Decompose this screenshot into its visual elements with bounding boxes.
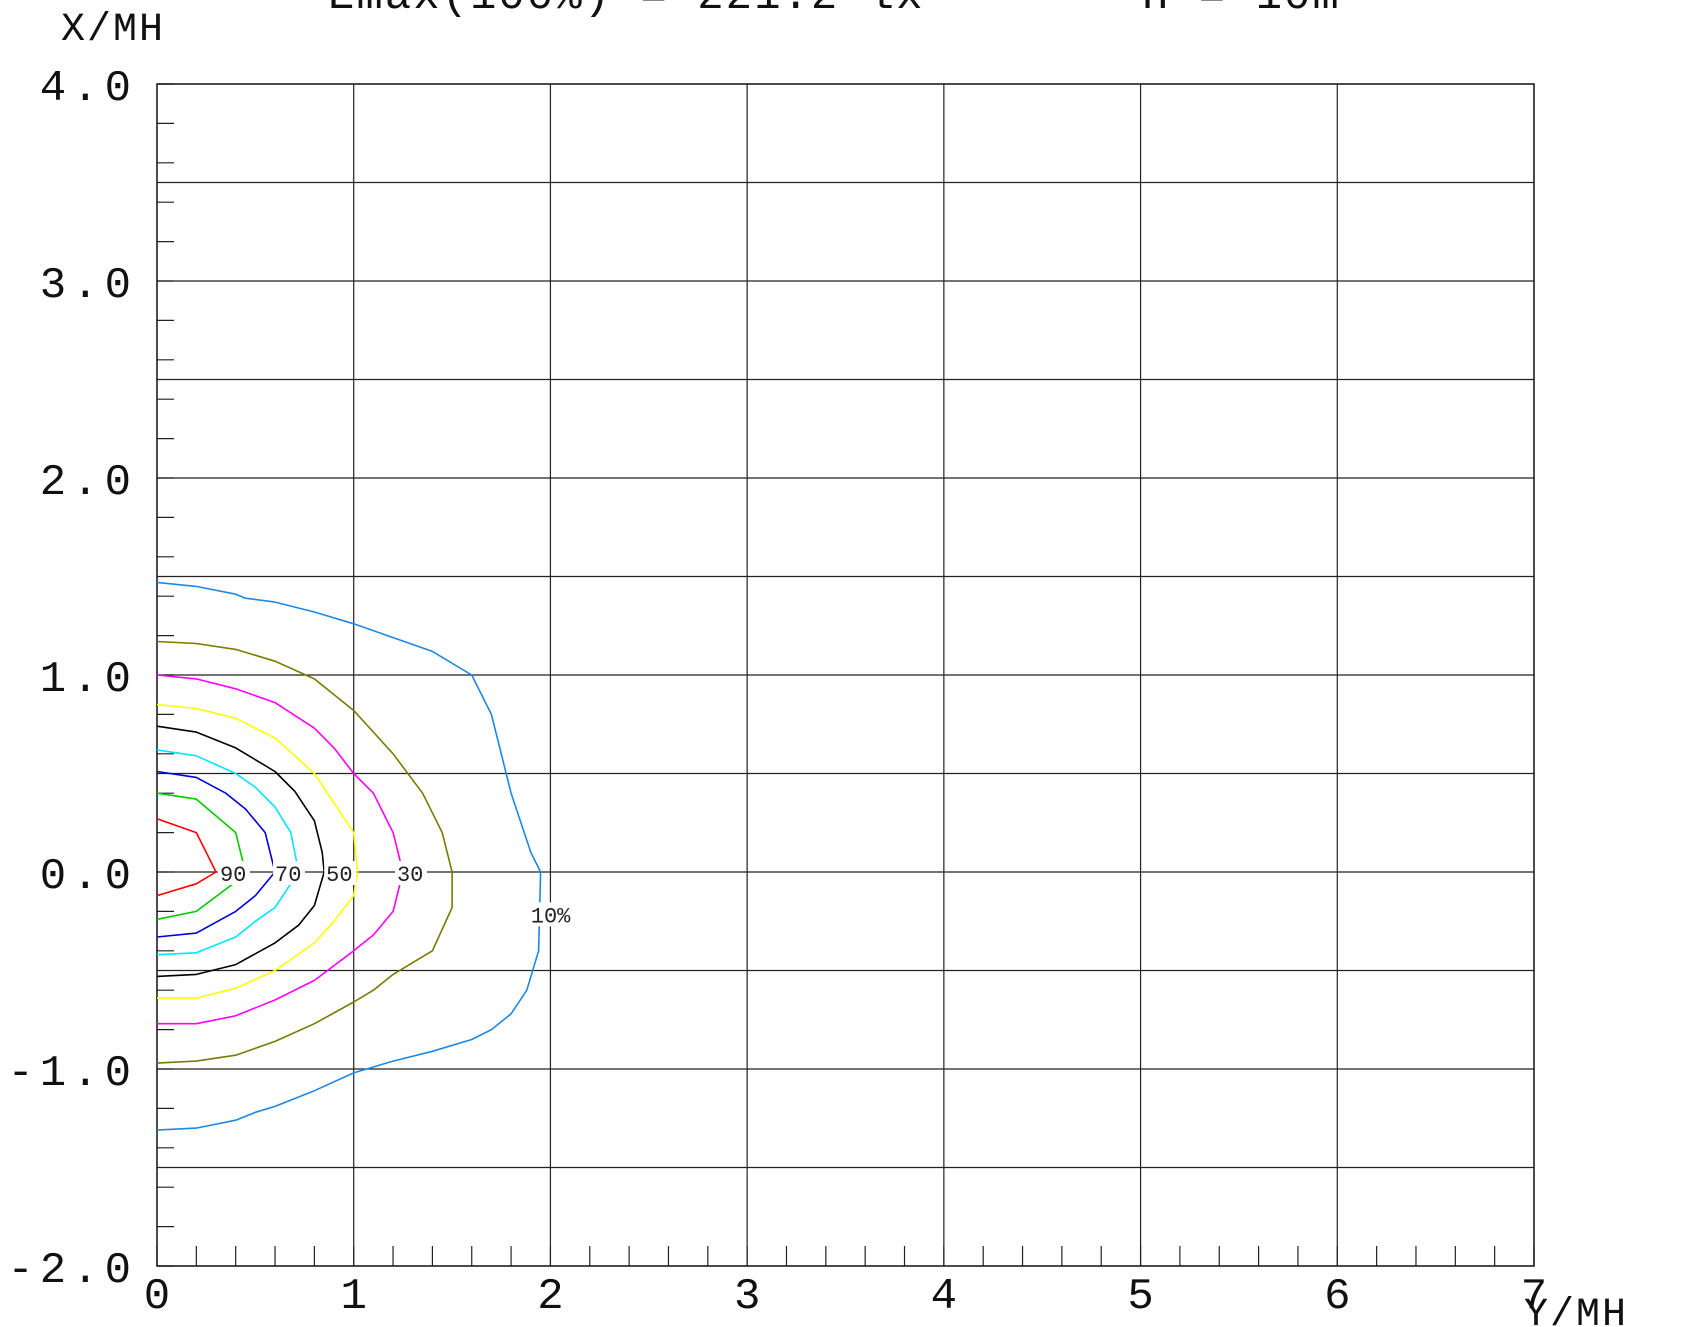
contour-label-50: 50 bbox=[326, 863, 352, 888]
y-tick-label: 1.0 bbox=[40, 655, 137, 705]
grid bbox=[157, 84, 1534, 1266]
contour-90-line bbox=[156, 818, 217, 897]
contour-label-background bbox=[324, 861, 357, 885]
x-tick-label: 6 bbox=[1324, 1272, 1350, 1322]
contour-70-line bbox=[156, 770, 276, 938]
y-tick-label: -1.0 bbox=[7, 1049, 137, 1099]
x-tick-label: 0 bbox=[144, 1272, 170, 1322]
contour-label-70: 70 bbox=[275, 863, 301, 888]
contour-20-line bbox=[156, 640, 453, 1064]
contour-60-line bbox=[156, 749, 300, 956]
x-tick-label: 4 bbox=[931, 1272, 957, 1322]
contour-lines bbox=[156, 581, 542, 1131]
contour-10-line bbox=[156, 581, 542, 1131]
contour-label-background bbox=[217, 861, 250, 885]
contour-label-90: 90 bbox=[220, 863, 246, 888]
contour-label-background bbox=[273, 861, 306, 885]
y-tick-label: -2.0 bbox=[7, 1246, 137, 1296]
contour-40-line bbox=[156, 703, 359, 999]
x-tick-label: 2 bbox=[537, 1272, 563, 1322]
contour-50-line bbox=[156, 725, 326, 978]
x-tick-label: 1 bbox=[341, 1272, 367, 1322]
x-axis-title: Y/MH bbox=[1524, 1293, 1628, 1327]
x-tick-label: 3 bbox=[734, 1272, 760, 1322]
contour-label-10: 10% bbox=[531, 904, 571, 929]
emax-title: Emax(100%) = 221.2 lx bbox=[328, 0, 925, 22]
contour-80-line bbox=[156, 792, 247, 921]
contour-label-background bbox=[528, 902, 575, 927]
y-tick-label: 4.0 bbox=[40, 64, 137, 114]
y-tick-label: 3.0 bbox=[40, 261, 137, 311]
y-tick-label: 0.0 bbox=[40, 852, 137, 902]
contour-30-line bbox=[156, 674, 404, 1025]
x-tick-label: 7 bbox=[1521, 1272, 1547, 1322]
x-tick-label: 5 bbox=[1127, 1272, 1153, 1322]
chart-title: Emax(100%) = 221.2 lx H = 10m bbox=[328, 0, 1341, 22]
contour-labels: 10% 30 50 70 90 bbox=[217, 861, 575, 929]
y-tick-labels: -2.0 -1.0 0.0 1.0 2.0 3.0 4.0 bbox=[7, 64, 137, 1296]
contour-label-30: 30 bbox=[397, 863, 423, 888]
y-axis-title: X/MH bbox=[61, 8, 165, 53]
height-title: H = 10m bbox=[1142, 0, 1341, 22]
y-tick-label: 2.0 bbox=[40, 458, 137, 508]
x-tick-labels: 0 1 2 3 4 5 6 7 bbox=[144, 1272, 1547, 1322]
contour-label-background bbox=[394, 861, 427, 885]
